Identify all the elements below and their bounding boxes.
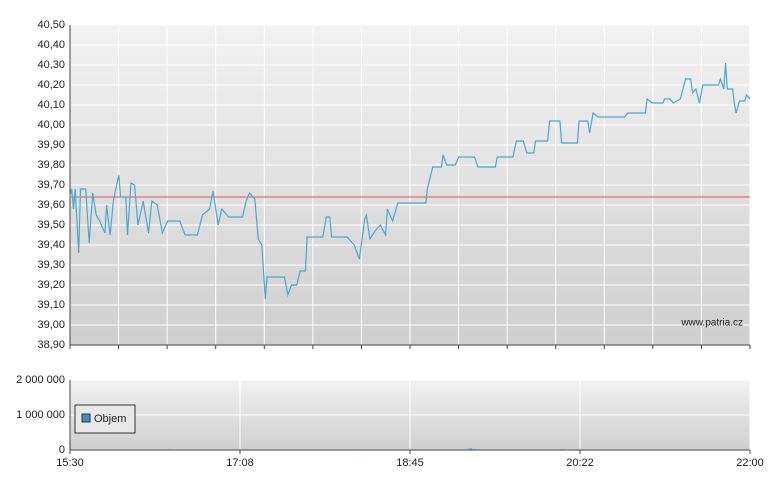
y-tick-label: 1 000 000 xyxy=(16,409,65,421)
y-tick-label: 39,60 xyxy=(37,199,65,211)
y-tick-label: 39,90 xyxy=(37,139,65,151)
y-tick-label: 39,30 xyxy=(37,259,65,271)
y-tick-label: 38,90 xyxy=(37,339,65,351)
y-tick-label: 39,80 xyxy=(37,159,65,171)
volume-bar xyxy=(474,449,476,450)
volume-bar xyxy=(470,448,472,450)
y-tick-label: 40,30 xyxy=(37,59,65,71)
y-tick-label: 39,10 xyxy=(37,299,65,311)
y-tick-label: 39,70 xyxy=(37,179,65,191)
y-tick-label: 39,40 xyxy=(37,239,65,251)
legend-swatch xyxy=(82,414,90,422)
y-tick-label: 2 000 000 xyxy=(16,374,65,386)
x-tick-label: 15:30 xyxy=(56,457,84,469)
volume-bar xyxy=(468,449,470,450)
legend-label: Objem xyxy=(94,413,126,425)
volume-bar xyxy=(174,449,176,450)
y-tick-label: 39,00 xyxy=(37,319,65,331)
x-tick-label: 20:22 xyxy=(566,457,594,469)
y-tick-label: 40,20 xyxy=(37,79,65,91)
y-tick-label: 40,50 xyxy=(37,19,65,31)
x-tick-label: 18:45 xyxy=(396,457,424,469)
volume-bar xyxy=(358,449,360,450)
y-tick-label: 39,50 xyxy=(37,219,65,231)
y-tick-label: 40,40 xyxy=(37,39,65,51)
annotation: www.patria.cz xyxy=(680,318,743,329)
y-tick-label: 39,20 xyxy=(37,279,65,291)
y-tick-label: 40,00 xyxy=(37,119,65,131)
x-tick-label: 22:00 xyxy=(736,457,764,469)
y-tick-label: 0 xyxy=(59,444,65,456)
x-tick-label: 17:08 xyxy=(226,457,254,469)
y-tick-label: 40,10 xyxy=(37,99,65,111)
